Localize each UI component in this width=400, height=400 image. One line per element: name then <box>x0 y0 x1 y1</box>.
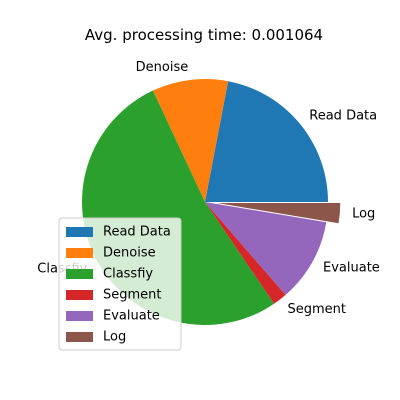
legend-swatch-denoise <box>66 248 93 258</box>
slice-read-data <box>205 81 328 202</box>
slice-label-segment: Segment <box>287 302 346 317</box>
legend-label-classfiy: Classfiy <box>103 267 153 282</box>
slice-segment <box>205 202 286 304</box>
legend-swatch-log <box>66 332 93 342</box>
legend-swatch-evaluate <box>66 311 93 321</box>
legend-label-evaluate: Evaluate <box>103 309 160 324</box>
chart-title: Avg. processing time: 0.001064 <box>85 26 323 44</box>
legend-label-segment: Segment <box>103 288 162 303</box>
slice-label-read-data: Read Data <box>309 108 377 123</box>
slice-label-denoise: Denoise <box>136 60 189 75</box>
legend-swatch-segment <box>66 290 93 300</box>
legend-label-denoise: Denoise <box>103 246 156 261</box>
legend-swatch-read-data <box>66 227 93 237</box>
legend-label-log: Log <box>103 330 126 345</box>
slice-log <box>217 203 341 224</box>
legend: Read Data Denoise Classfiy Segment Evaluate L… <box>58 217 182 351</box>
legend-label-read-data: Read Data <box>103 225 171 240</box>
legend-swatch-classfiy <box>66 269 93 279</box>
slice-label-log: Log <box>352 207 375 222</box>
slice-denoise <box>152 79 229 202</box>
slice-evaluate <box>205 202 327 295</box>
slice-labels: Read Data Denoise Classfiy Segment Evaluate L… <box>37 60 380 317</box>
slice-label-evaluate: Evaluate <box>323 261 380 276</box>
